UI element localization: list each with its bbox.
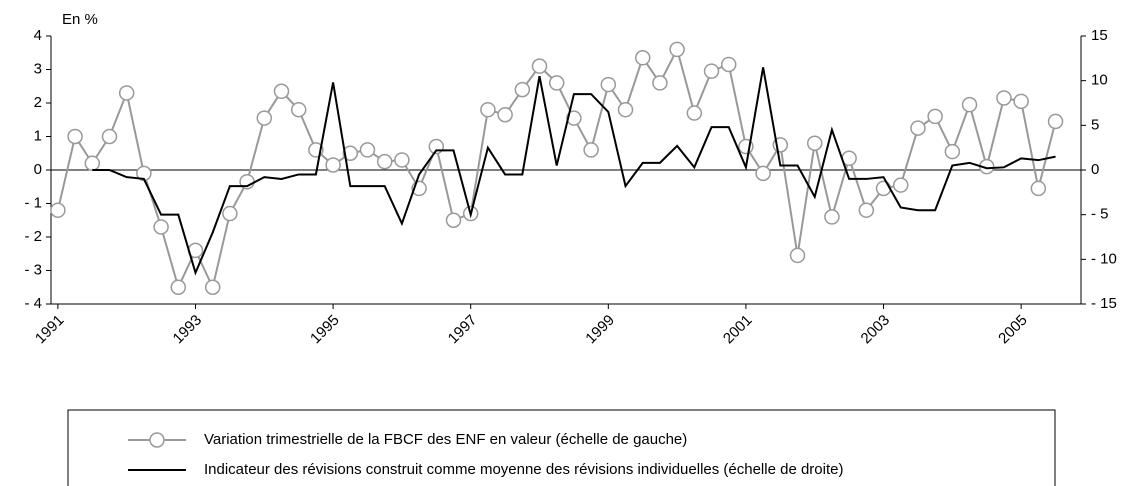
series-marker (256, 110, 273, 126)
series-marker (634, 50, 651, 66)
y2-tick-label: - 10 (1091, 250, 1117, 267)
series-marker (531, 58, 548, 74)
y2-tick-label: 0 (1091, 161, 1099, 178)
series-marker (720, 56, 737, 73)
series-marker (686, 105, 703, 121)
series-marker (910, 120, 926, 136)
series-marker (927, 108, 943, 125)
y-tick-label: - 4 (24, 295, 42, 312)
y2-tick-label: 10 (1091, 72, 1108, 89)
y-tick-label: 1 (34, 127, 42, 144)
y-tick-label: - 3 (24, 261, 42, 278)
series-marker (944, 143, 961, 160)
series-marker (875, 180, 892, 197)
y-tick-label: 3 (34, 60, 42, 77)
series-marker (806, 135, 823, 151)
series-marker (359, 142, 376, 158)
series-marker (548, 75, 565, 91)
legend-label: Indicateur des révisions construit comme… (204, 461, 843, 478)
series-marker (566, 110, 582, 126)
series-marker (1030, 180, 1047, 197)
y2-tick-label: - 15 (1091, 295, 1117, 312)
legend-label: Variation trimestrielle de la FBCF des E… (204, 431, 687, 448)
y-tick-label: - 1 (24, 194, 42, 211)
series-marker (290, 101, 307, 118)
x-tick-label: 1995 (307, 312, 343, 348)
x-tick-label: 2001 (720, 312, 756, 348)
series-marker (376, 153, 393, 170)
series-marker (480, 101, 496, 118)
x-tick-label: 1993 (170, 312, 206, 348)
series-marker (394, 152, 410, 168)
series-marker (858, 202, 875, 218)
series-marker (273, 83, 290, 100)
series-marker (703, 63, 720, 79)
series-marker (961, 96, 978, 113)
series-marker (1013, 93, 1029, 110)
x-tick-label: 2005 (995, 312, 1031, 348)
series-marker (67, 128, 83, 145)
series-marker (652, 75, 668, 91)
series-marker (445, 212, 462, 228)
series-marker (617, 101, 634, 118)
y2-tick-label: - 5 (1091, 206, 1109, 223)
series-marker (325, 157, 341, 173)
series-marker (50, 202, 66, 218)
series-marker (170, 279, 187, 295)
series-marker (514, 81, 531, 98)
x-tick-label: 1999 (582, 312, 618, 348)
series-marker (342, 145, 359, 161)
series-marker (153, 219, 169, 235)
y-tick-label: - 2 (24, 228, 42, 245)
series-marker (583, 142, 599, 158)
series-marker (101, 128, 118, 145)
series-marker (892, 177, 909, 193)
series-line (92, 67, 1056, 276)
series-marker (222, 205, 238, 222)
y-tick-label: 0 (34, 161, 42, 178)
series-marker (84, 155, 101, 172)
y2-tick-label: 15 (1091, 27, 1108, 44)
series-marker (600, 76, 617, 93)
series-marker (669, 41, 685, 58)
x-tick-label: 1991 (32, 312, 68, 348)
series-marker (118, 85, 135, 101)
legend-box (67, 409, 1056, 486)
series-marker (1047, 113, 1064, 130)
y-axis-label: En % (62, 11, 98, 28)
series-marker (789, 247, 806, 264)
series-marker (755, 165, 771, 182)
series-marker (497, 106, 513, 123)
y-tick-label: 2 (34, 94, 42, 111)
series-marker (996, 90, 1012, 106)
x-tick-label: 1997 (445, 312, 481, 348)
series-marker (824, 209, 840, 225)
y2-tick-label: 5 (1091, 116, 1099, 133)
x-tick-label: 2003 (858, 312, 894, 348)
y-tick-label: 4 (34, 27, 42, 44)
series-marker (204, 279, 221, 295)
legend-marker (149, 432, 165, 448)
